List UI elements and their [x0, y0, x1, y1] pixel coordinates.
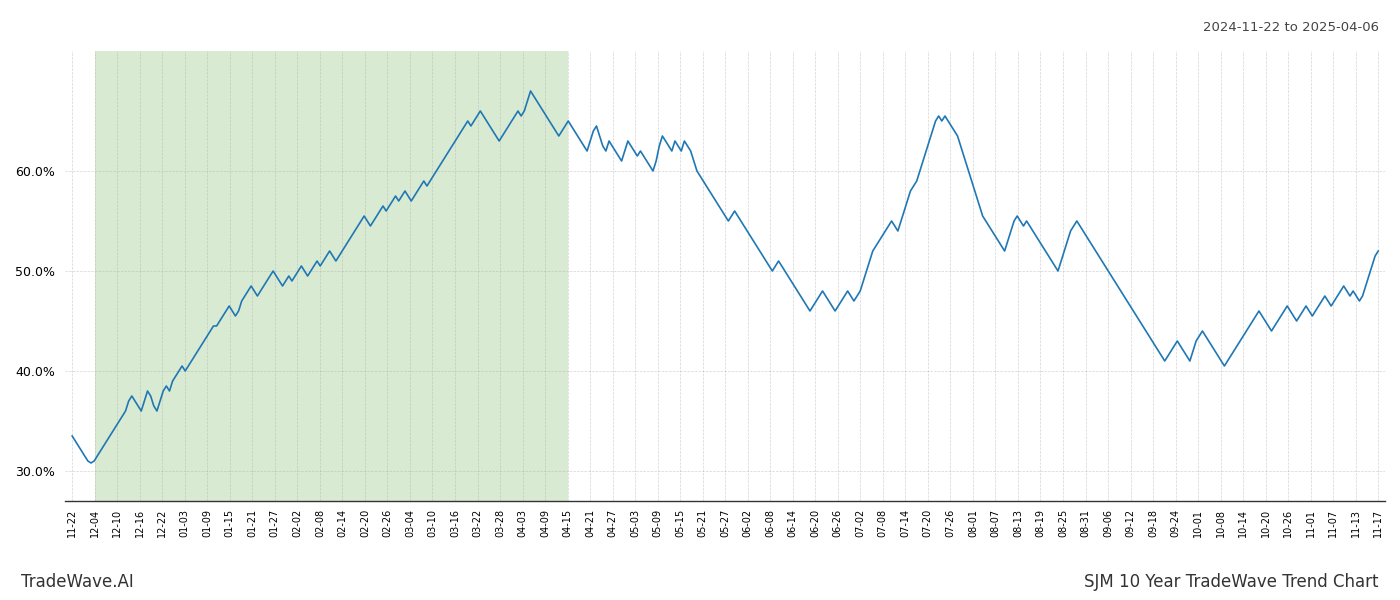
Text: SJM 10 Year TradeWave Trend Chart: SJM 10 Year TradeWave Trend Chart: [1085, 573, 1379, 591]
Text: TradeWave.AI: TradeWave.AI: [21, 573, 134, 591]
Text: 2024-11-22 to 2025-04-06: 2024-11-22 to 2025-04-06: [1203, 21, 1379, 34]
Bar: [95, 51, 567, 501]
